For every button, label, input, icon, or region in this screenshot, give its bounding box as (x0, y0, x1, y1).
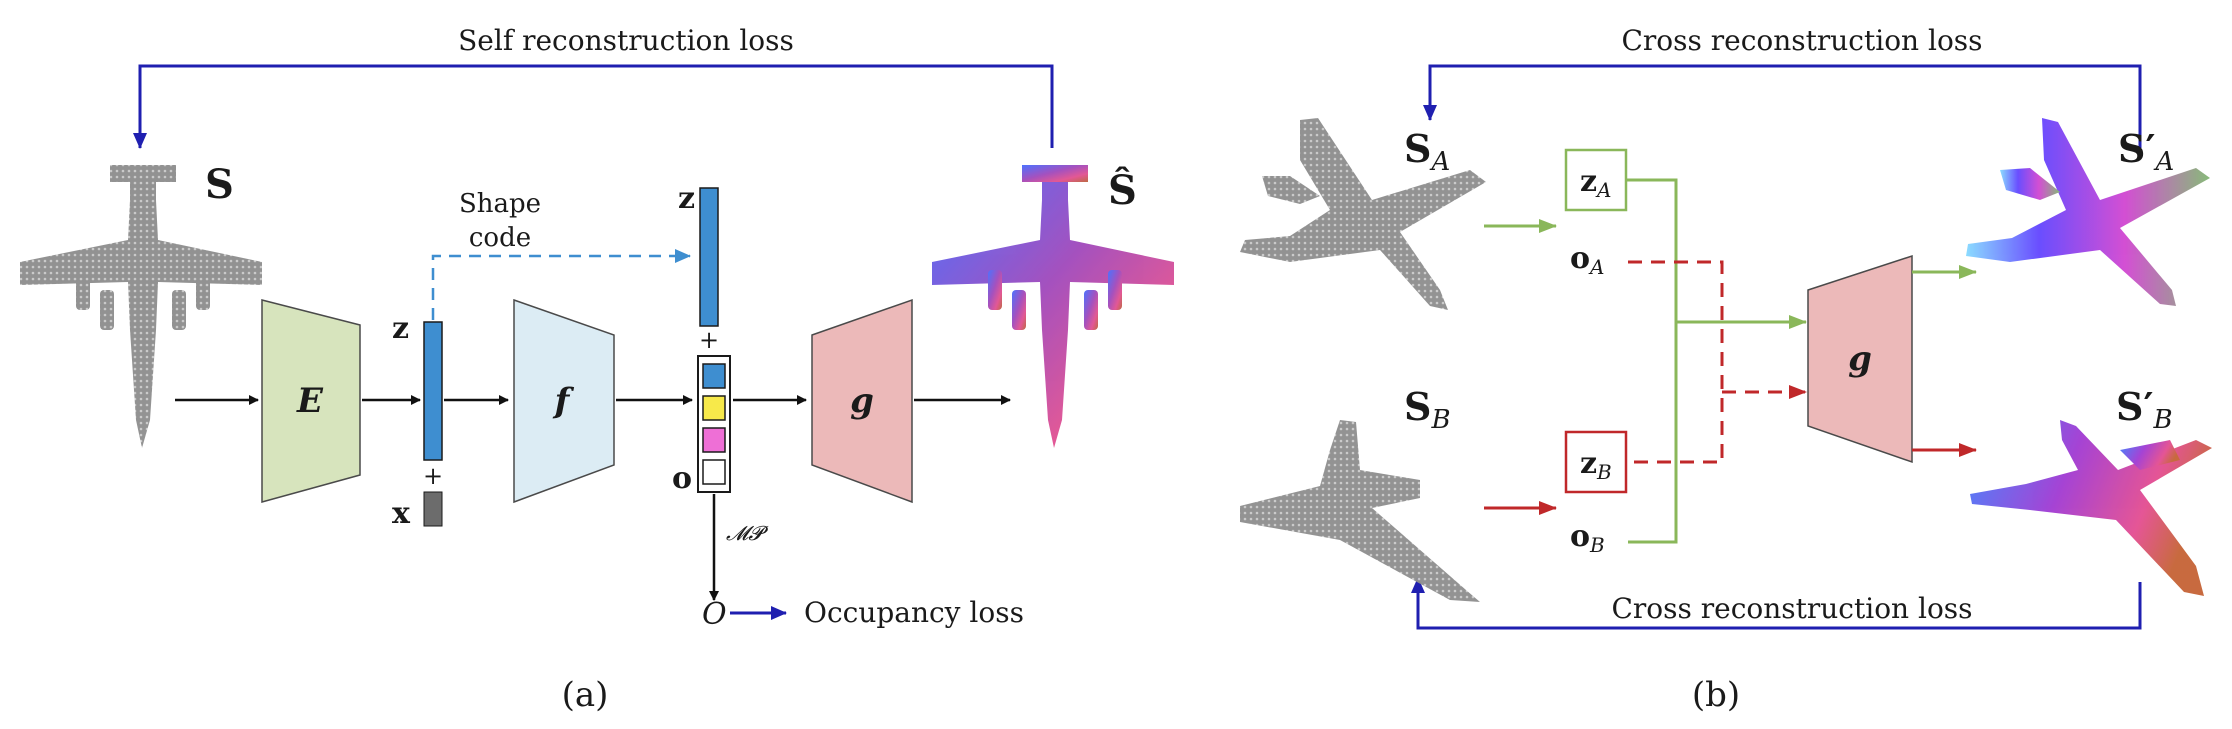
shape-a-label: SA (1404, 126, 1450, 177)
shape-code-arrow (431, 249, 691, 320)
shape-a-airplane (1240, 118, 1486, 310)
ob-base: o (1570, 519, 1590, 554)
shape-b-airplane (1240, 420, 1480, 602)
self-loss-arrow (133, 64, 1054, 149)
caption-a: (a) (562, 675, 609, 715)
shape-code-line2: code (469, 223, 531, 253)
z-code-bar (423, 321, 443, 461)
ob-sub: B (1589, 533, 1605, 557)
cross-loss-top-arrow (1423, 64, 2142, 148)
zb-label: zB (1580, 446, 1612, 484)
out-a-label: S′A (2118, 126, 2174, 177)
oa-label: oA (1570, 241, 1604, 279)
self-loss-label: Self reconstruction loss (458, 24, 794, 57)
g-block-a (811, 298, 913, 504)
slot-1 (702, 363, 726, 389)
oa-sub: A (1588, 255, 1604, 279)
cross-loss-top-label: Cross reconstruction loss (1621, 24, 1982, 57)
occupancy-stack (697, 355, 731, 493)
encoder-block (261, 299, 361, 503)
slot-2 (702, 395, 726, 421)
x-query-bar (423, 491, 443, 527)
o-label: o (672, 461, 692, 496)
output-b-airplane (1970, 420, 2212, 596)
out-b-sub: B (2152, 405, 2172, 435)
out-b-base: S′ (2116, 384, 2153, 429)
shape-a-base: S (1404, 126, 1431, 171)
za-base: z (1580, 164, 1597, 199)
shape-a-sub: A (1429, 147, 1450, 177)
panel-b: Cross reconstruction loss Cross reconstr… (1240, 24, 2212, 715)
g-label-a: g (850, 381, 874, 421)
shape-b-sub: B (1430, 405, 1450, 435)
z-label: z (392, 311, 409, 346)
slot-4 (702, 459, 726, 485)
encoder-label: E (296, 381, 324, 421)
shape-b-label: SB (1404, 384, 1451, 435)
occupancy-symbol: O (702, 597, 727, 632)
output-airplane-shape (932, 165, 1174, 448)
zb-base: z (1580, 446, 1597, 481)
out-a-base: S′ (2118, 126, 2155, 171)
z-top-bar (699, 187, 719, 327)
shape-b-base: S (1404, 384, 1431, 429)
plus-lower: + (423, 462, 443, 490)
g-label-b: g (1848, 339, 1872, 379)
f-block (513, 298, 615, 504)
out-a-sub: A (2153, 147, 2174, 177)
z-top-label: z (678, 181, 695, 216)
cross-loss-bottom-arrow (1411, 577, 2142, 630)
plus-upper: + (699, 326, 719, 354)
slot-3 (702, 427, 726, 453)
cross-loss-bottom-label: Cross reconstruction loss (1611, 592, 1972, 625)
input-shape-label: S (205, 161, 234, 208)
x-label: x (392, 496, 411, 531)
za-sub: A (1595, 178, 1611, 202)
zb-box (1564, 430, 1628, 494)
g-block-b (1807, 254, 1913, 464)
green-route (1626, 178, 1800, 544)
zb-sub: B (1596, 460, 1612, 484)
oa-base: o (1570, 241, 1590, 276)
input-airplane-shape (20, 165, 262, 448)
output-shape-label: Ŝ (1108, 167, 1137, 214)
mp-label: 𝓜𝓟 (726, 521, 768, 545)
panel-a: Self reconstruction loss S E z + x Shape… (20, 24, 1174, 715)
f-label: f (553, 381, 575, 421)
ob-label: oB (1570, 519, 1605, 557)
occupancy-loss-label: Occupancy loss (804, 596, 1024, 629)
shape-code-line1: Shape (459, 189, 541, 219)
red-dashed-route (1626, 260, 1800, 464)
za-label: zA (1580, 164, 1612, 202)
output-a-airplane (1966, 118, 2210, 306)
caption-b: (b) (1692, 675, 1740, 715)
out-b-label: S′B (2116, 384, 2173, 435)
